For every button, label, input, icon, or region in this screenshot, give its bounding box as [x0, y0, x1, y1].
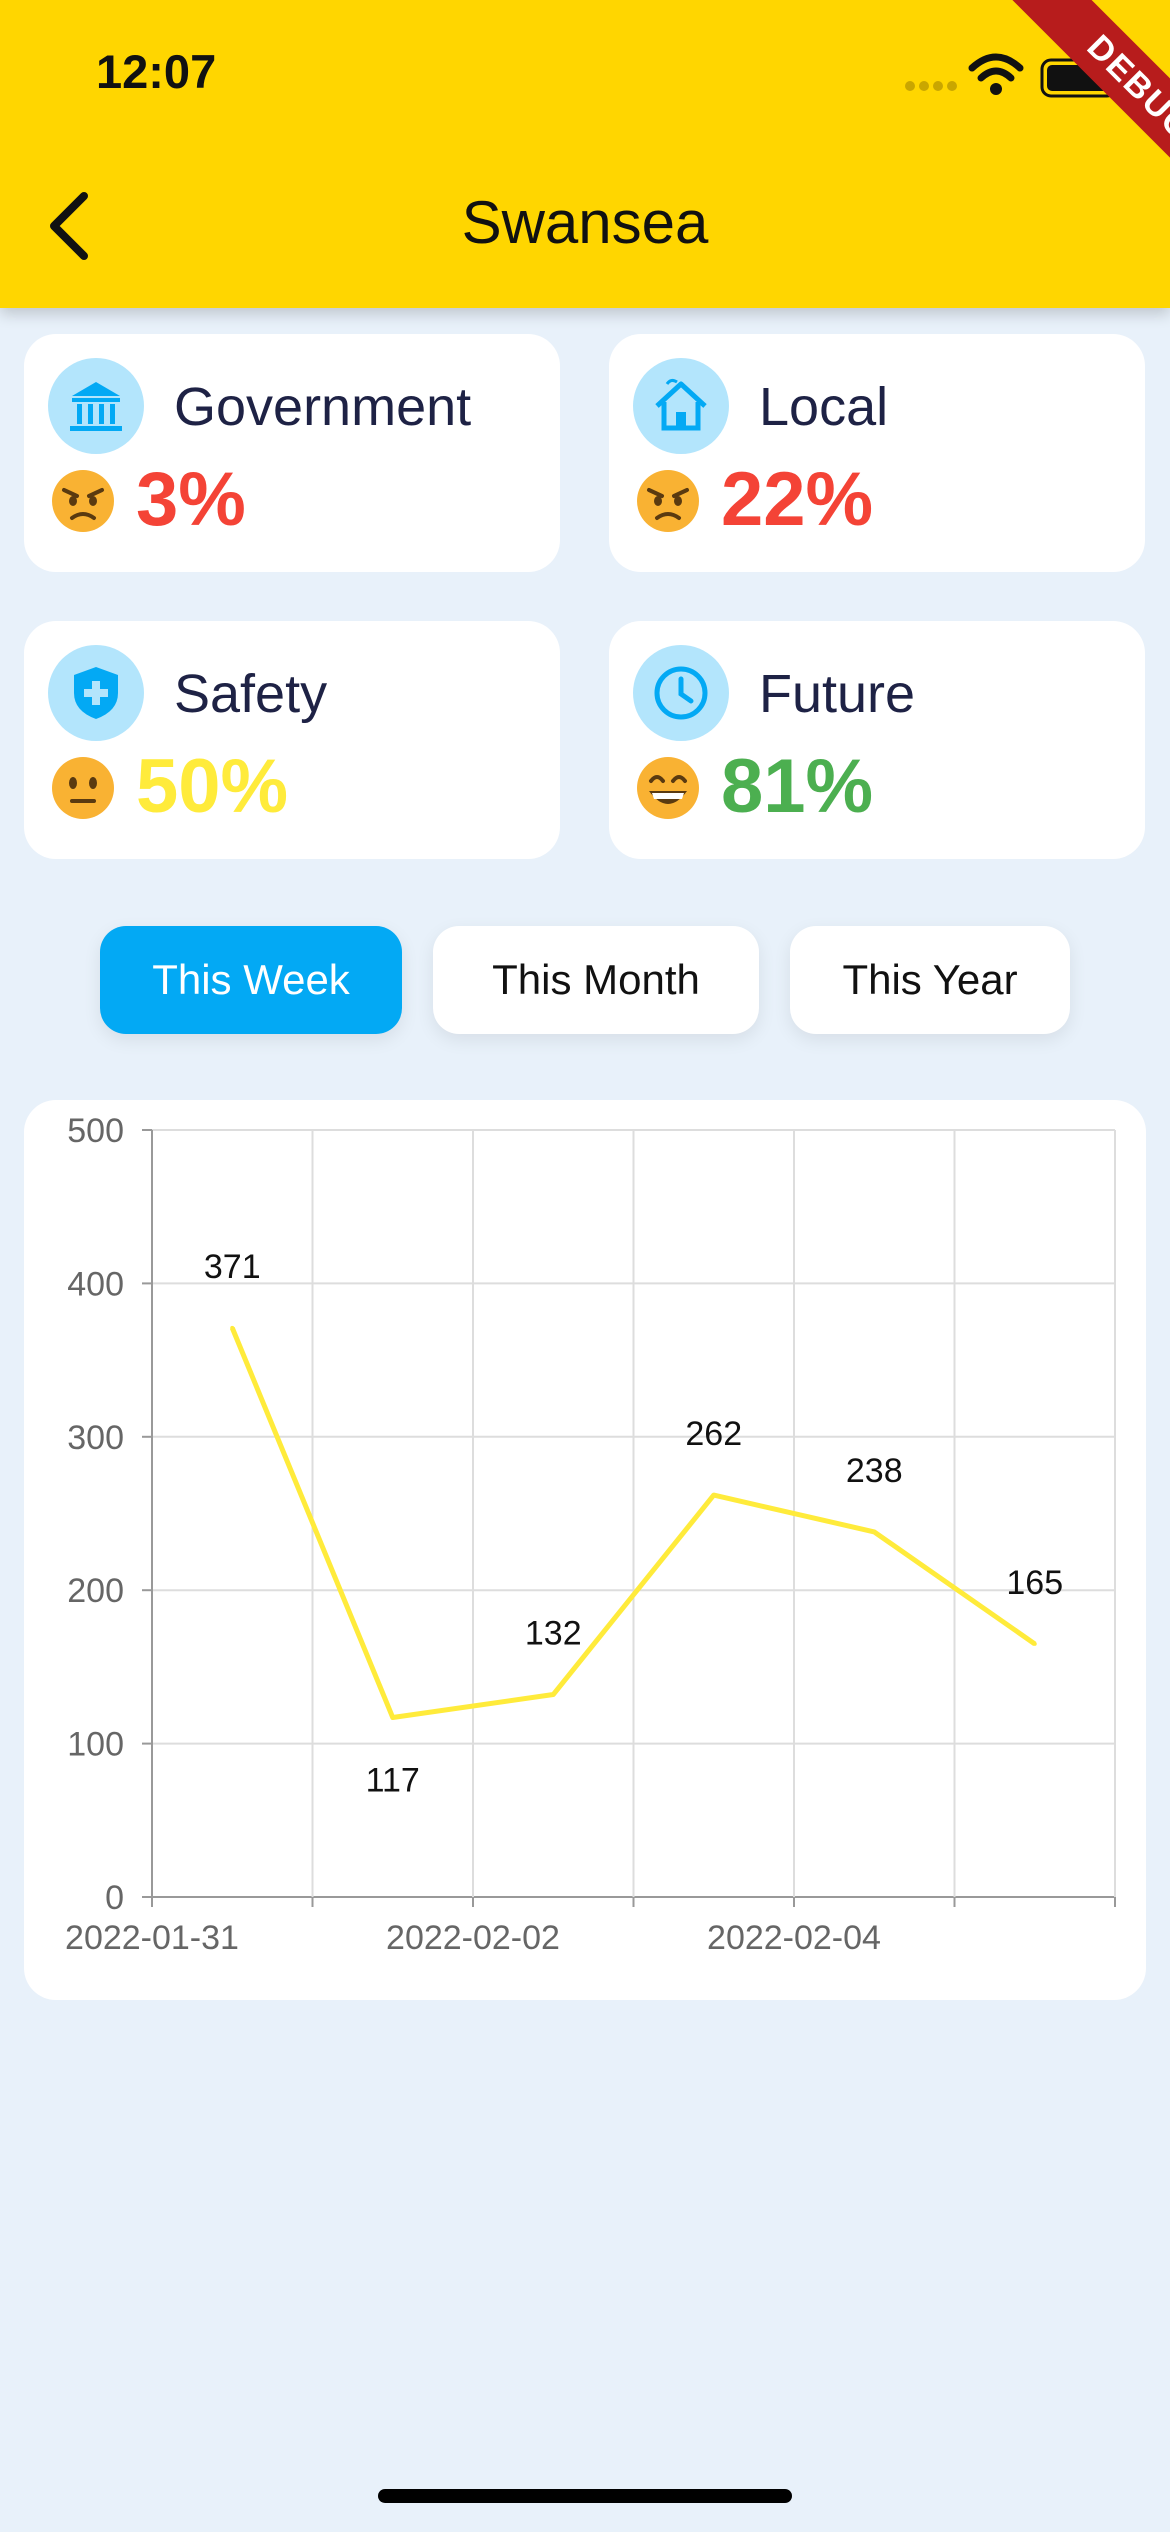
- card-government[interactable]: Government 3%: [24, 334, 560, 572]
- neutral-face-icon: [52, 757, 114, 819]
- card-label: Local: [759, 377, 889, 437]
- y-tick-label: 500: [67, 1112, 124, 1150]
- y-tick-label: 300: [67, 1419, 124, 1457]
- data-label: 117: [366, 1762, 420, 1800]
- line-chart: 0 100 200 300 400 500 2022-01-31 2022-02-02 2022…: [65, 1112, 1116, 1957]
- data-label: 238: [846, 1452, 903, 1490]
- tab-this-month[interactable]: This Month: [433, 926, 759, 1034]
- tab-this-week[interactable]: This Week: [100, 926, 402, 1034]
- wifi-icon: [968, 53, 1024, 95]
- home-indicator: [378, 2489, 792, 2503]
- cellular-signal-icon: [905, 81, 957, 91]
- card-label: Government: [174, 377, 472, 437]
- x-tick-label: 2022-02-02: [386, 1919, 560, 1957]
- card-local[interactable]: Local 22%: [609, 334, 1145, 572]
- card-value: 50%: [136, 744, 289, 829]
- data-point: [390, 1715, 395, 1720]
- card-value: 81%: [721, 744, 874, 829]
- card-value: 22%: [721, 457, 874, 542]
- card-safety[interactable]: Safety 50%: [24, 621, 560, 859]
- data-label: 165: [1006, 1564, 1063, 1602]
- grinning-face-icon: [637, 757, 699, 819]
- card-label: Future: [759, 664, 916, 724]
- angry-face-icon: [637, 470, 699, 532]
- card-future[interactable]: Future 81%: [609, 621, 1145, 859]
- tab-this-year[interactable]: This Year: [790, 926, 1070, 1034]
- app-bar: 12:07 DEBUG Swansea: [0, 0, 1170, 308]
- data-point: [1032, 1641, 1037, 1646]
- x-tick-label: 2022-02-04: [707, 1919, 881, 1957]
- line-chart-card: 0 100 200 300 400 500 2022-01-31 2022-02-02 2022…: [24, 1100, 1146, 2000]
- card-value: 3%: [136, 457, 246, 542]
- x-tick-label: 2022-01-31: [65, 1919, 239, 1957]
- angry-face-icon: [52, 470, 114, 532]
- bank-icon: [48, 358, 144, 454]
- card-label: Safety: [174, 664, 328, 724]
- clock-icon: [633, 645, 729, 741]
- y-tick-label: 0: [105, 1879, 124, 1917]
- data-label: 262: [685, 1415, 742, 1453]
- data-label: 371: [204, 1248, 261, 1286]
- page-title: Swansea: [461, 189, 709, 256]
- series-line: [229, 1326, 1037, 1721]
- house-icon: [633, 358, 729, 454]
- data-point: [872, 1529, 877, 1534]
- y-tick-label: 400: [67, 1265, 124, 1303]
- back-button[interactable]: [40, 186, 96, 266]
- data-point: [551, 1692, 556, 1697]
- status-time: 12:07: [96, 45, 217, 98]
- y-tick-label: 100: [67, 1726, 124, 1764]
- data-label: 132: [525, 1615, 582, 1653]
- y-tick-label: 200: [67, 1572, 124, 1610]
- shield-plus-icon: [48, 645, 144, 741]
- data-point: [230, 1325, 235, 1330]
- data-point: [711, 1493, 716, 1498]
